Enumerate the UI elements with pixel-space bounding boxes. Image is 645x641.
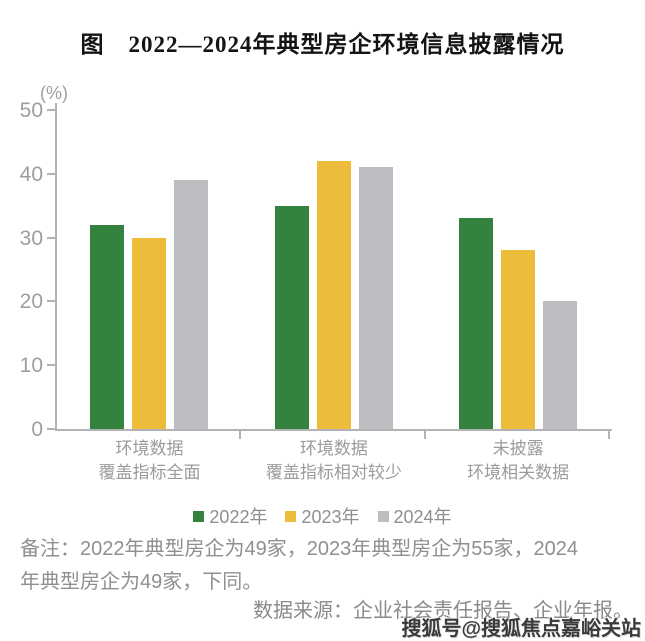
chart-legend: 2022年 2023年 2024年 bbox=[0, 503, 645, 529]
y-axis-tick-label: 0 bbox=[31, 418, 43, 441]
legend-item-2024年: 2024年 bbox=[377, 503, 452, 529]
bar-2024年-group3 bbox=[542, 301, 577, 429]
bar-2023年-group1 bbox=[132, 237, 167, 429]
x-axis-category-label: 未披露 环境相关数据 bbox=[426, 437, 611, 485]
y-axis-tick bbox=[47, 236, 55, 239]
bar-2024年-group1 bbox=[174, 180, 209, 429]
x-axis-tick bbox=[608, 431, 610, 439]
y-axis-tick-label: 30 bbox=[19, 226, 43, 250]
bar-2023年-group3 bbox=[500, 250, 535, 429]
y-axis-unit-label: (%) bbox=[40, 83, 68, 103]
x-axis-category-label-line: 覆盖指标相对较少 bbox=[265, 463, 402, 482]
y-axis-tick bbox=[47, 300, 55, 303]
y-axis-tick-label: 50 bbox=[19, 99, 43, 122]
x-axis-category-label-line: 环境数据 bbox=[115, 439, 184, 458]
x-axis-category-label: 环境数据覆盖指标全面 bbox=[57, 437, 242, 485]
bar-2022年-group3 bbox=[458, 218, 493, 429]
legend-swatch-icon bbox=[285, 510, 297, 522]
x-axis-category-label: 环境数据覆盖指标相对较少 bbox=[241, 437, 426, 485]
y-axis-tick bbox=[47, 172, 55, 175]
bar-2024年-group2 bbox=[358, 167, 393, 429]
legend-swatch-icon bbox=[377, 510, 389, 522]
footnote-line-2: 年典型房企为49家，下同。 bbox=[20, 571, 263, 593]
watermark-text: 搜狐号@搜狐焦点嘉峪关站 bbox=[401, 618, 641, 640]
y-axis-tick-label: 20 bbox=[19, 290, 43, 314]
legend-swatch-icon bbox=[193, 510, 205, 522]
legend-label: 2024年 bbox=[393, 507, 452, 527]
legend-label: 2022年 bbox=[209, 507, 268, 527]
footnote: 备注：2022年典型房企为49家，2023年典型房企为55家，2024 年典型房… bbox=[20, 533, 635, 599]
legend-label: 2023年 bbox=[301, 507, 360, 527]
bar-2023年-group2 bbox=[316, 161, 351, 429]
x-axis-line bbox=[55, 429, 612, 431]
y-axis-line bbox=[55, 103, 57, 431]
x-axis-category-label-line: 环境相关数据 bbox=[467, 463, 570, 482]
plot-area: 0 10 20 30 40 50 环境数据 覆盖指标全面 环境数据 覆盖指标相对较少 未披露 环境相关… bbox=[20, 100, 612, 482]
x-axis-category-label-line: 未披露 bbox=[492, 439, 544, 458]
y-axis-tick bbox=[47, 364, 55, 367]
y-axis-tick bbox=[47, 428, 55, 430]
data-source-note: 数据来源：企业社会责任报告、企业年报。 bbox=[253, 600, 633, 622]
y-axis-tick-label: 10 bbox=[19, 354, 43, 378]
legend-item-2022年: 2022年 bbox=[193, 503, 267, 529]
x-axis-tick bbox=[423, 431, 426, 439]
y-axis-tick bbox=[47, 109, 55, 111]
x-axis-category-label-line: 覆盖指标全面 bbox=[98, 463, 201, 482]
x-axis-tick bbox=[239, 431, 242, 439]
x-axis-category-label-line: 环境数据 bbox=[299, 439, 368, 458]
y-axis-tick-label: 40 bbox=[19, 162, 43, 186]
chart-title: 图 2022—2024年典型房企环境信息披露情况 bbox=[80, 32, 565, 57]
footnote-line-1: 备注：2022年典型房企为49家，2023年典型房企为55家，2024 bbox=[20, 538, 578, 560]
bar-2022年-group1 bbox=[90, 224, 125, 429]
legend-item-2023年: 2023年 bbox=[285, 503, 360, 529]
bar-2022年-group2 bbox=[274, 205, 309, 429]
